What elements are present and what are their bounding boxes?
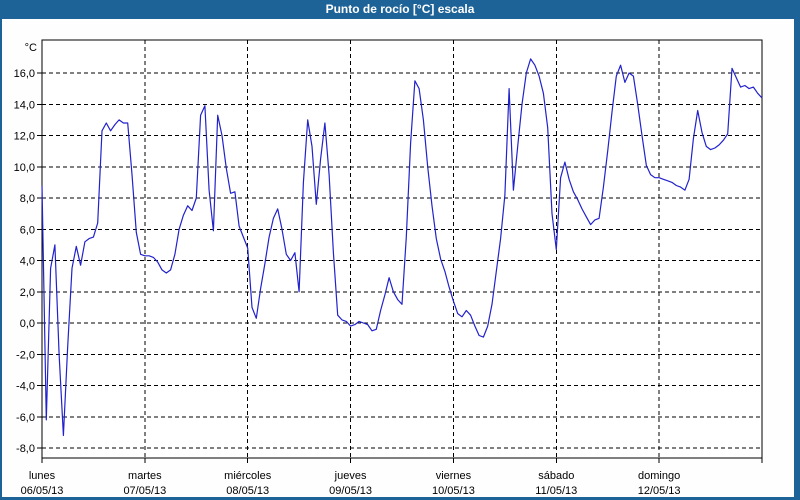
day-name-label: martes [128,470,162,482]
y-tick-label: 10,0 [14,162,35,174]
y-tick-label: 2,0 [20,287,35,299]
plot-area [42,40,762,458]
y-tick-label: 12,0 [14,131,35,143]
y-tick-label: 0,0 [20,318,35,330]
day-date-label: 11/05/13 [535,485,577,497]
day-name-label: sábado [538,470,574,482]
plot-frame [41,39,763,459]
day-date-label: 08/05/13 [226,485,269,497]
y-tick-label: 8,0 [20,193,35,205]
day-name-label: viernes [436,470,472,482]
panel-border-bottom [0,497,800,500]
chart-title-bar: Punto de rocío [°C] escala [0,0,800,19]
day-name-label: miércoles [224,470,272,482]
day-date-label: 09/05/13 [329,485,372,497]
y-tick-label: 6,0 [20,224,35,236]
y-tick-label: 4,0 [20,256,35,268]
dewpoint-series-line [41,58,763,437]
y-tick-label: -8,0 [16,443,35,455]
y-tick-label: -2,0 [16,349,35,361]
y-tick-label: 16,0 [14,68,35,80]
day-date-label: 06/05/13 [21,485,64,497]
day-date-label: 12/05/13 [638,485,681,497]
y-tick-label: 14,0 [14,99,35,111]
chart-title: Punto de rocío [°C] escala [325,2,475,16]
day-name-label: jueves [334,470,367,482]
panel-border-left [0,0,2,500]
day-date-label: 07/05/13 [123,485,166,497]
day-name-label: domingo [638,470,680,482]
day-date-label: 10/05/13 [432,485,475,497]
day-name-label: lunes [29,470,56,482]
y-tick-label: -6,0 [16,412,35,424]
y-tick-label: -4,0 [16,381,35,393]
panel-border-right [794,0,800,500]
y-axis-unit-label: °C [25,42,37,54]
